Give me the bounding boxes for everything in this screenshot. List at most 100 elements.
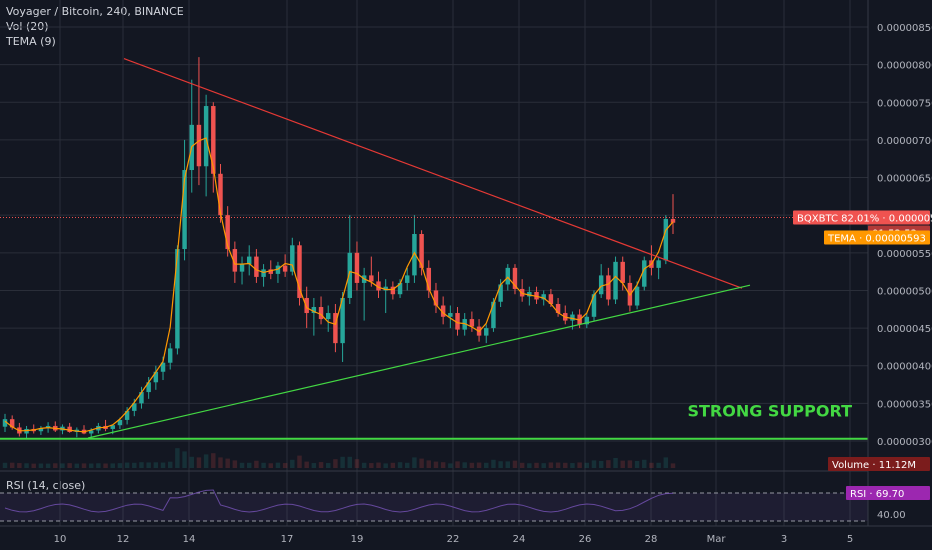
volume-bar bbox=[153, 462, 159, 468]
candle-body bbox=[412, 234, 417, 276]
volume-bar bbox=[74, 463, 80, 468]
candle-body bbox=[196, 124, 202, 167]
y-tick-label: 0.00000450 bbox=[877, 324, 932, 335]
volume-bar bbox=[390, 462, 396, 468]
candlesticks bbox=[2, 57, 676, 438]
volume-bar bbox=[397, 462, 403, 468]
volume-bar bbox=[512, 460, 518, 468]
volume-bar bbox=[455, 461, 460, 468]
candle-body bbox=[620, 261, 625, 283]
candle-body bbox=[376, 281, 381, 291]
volume-bar bbox=[369, 463, 374, 468]
volume-bar bbox=[246, 462, 252, 468]
volume-bar bbox=[254, 460, 259, 468]
volume-bar bbox=[24, 463, 29, 468]
volume-bar bbox=[239, 462, 245, 468]
volume-bar bbox=[620, 460, 625, 468]
candle-body bbox=[2, 419, 8, 427]
volume-bar bbox=[290, 459, 295, 468]
volume-bar bbox=[167, 461, 173, 468]
y-tick-label: 0.00000850 bbox=[877, 23, 932, 34]
candle-body bbox=[584, 316, 590, 325]
symbol-title[interactable]: Voyager / Bitcoin, 240, BINANCE bbox=[6, 5, 184, 18]
volume-bar bbox=[354, 459, 360, 468]
candle-body bbox=[634, 286, 640, 306]
candle-body bbox=[469, 319, 475, 327]
volume-bar bbox=[426, 460, 432, 468]
candle-body bbox=[110, 425, 115, 429]
candle-body bbox=[527, 291, 532, 297]
volume-bar bbox=[2, 462, 8, 468]
volume-bars bbox=[2, 448, 676, 468]
y-tick-label: 0.00000700 bbox=[877, 136, 932, 147]
volume-bar bbox=[275, 462, 281, 468]
candle-body bbox=[405, 275, 410, 283]
candle-body bbox=[390, 286, 396, 295]
volume-bar bbox=[584, 462, 590, 468]
volume-bar bbox=[232, 460, 238, 468]
volume-bar bbox=[203, 454, 209, 468]
strong-support-annotation: STRONG SUPPORT bbox=[687, 401, 852, 420]
volume-bar bbox=[649, 462, 654, 468]
volume-bar bbox=[484, 462, 489, 468]
x-tick-label: 3 bbox=[781, 534, 787, 545]
candle-body bbox=[448, 313, 453, 317]
tema-indicator-label[interactable]: TEMA (9) bbox=[6, 35, 56, 48]
volume-bar bbox=[613, 458, 618, 468]
volume-bar bbox=[598, 461, 604, 468]
rising-support-trendline bbox=[87, 284, 751, 439]
volume-bar bbox=[405, 462, 410, 468]
volume-bar bbox=[541, 463, 546, 468]
candle-body bbox=[88, 430, 94, 434]
volume-bar bbox=[175, 448, 180, 468]
rsi-pane bbox=[0, 489, 868, 522]
volume-bar bbox=[124, 462, 130, 468]
volume-bar bbox=[383, 463, 388, 468]
candle-body bbox=[246, 256, 252, 265]
volume-bar bbox=[182, 451, 187, 468]
price-tags: BQXBTC 82.01% · 0.0000059701:52:53TEMA ·… bbox=[793, 210, 932, 521]
volume-bar bbox=[325, 463, 331, 468]
volume-bar bbox=[606, 460, 611, 468]
volume-bar bbox=[498, 461, 503, 468]
volume-bar bbox=[160, 462, 166, 468]
volume-bar bbox=[469, 462, 475, 468]
volume-bar bbox=[670, 463, 676, 468]
volume-bar bbox=[347, 456, 353, 468]
chart-legend: Voyager / Bitcoin, 240, BINANCE Vol (20)… bbox=[6, 4, 184, 49]
candle-body bbox=[218, 173, 223, 216]
volume-bar bbox=[218, 457, 223, 468]
rsi-indicator-label[interactable]: RSI (14, close) bbox=[6, 479, 86, 492]
candle-body bbox=[419, 234, 424, 268]
candle-body bbox=[124, 410, 130, 420]
y-tick-label: 0.00000550 bbox=[877, 249, 932, 260]
volume-bar bbox=[534, 462, 539, 468]
volume-bar bbox=[53, 463, 58, 468]
volume-bar bbox=[196, 457, 202, 468]
volume-bar bbox=[103, 463, 108, 468]
y-tick-label: 0.00000650 bbox=[877, 174, 932, 185]
volume-bar bbox=[146, 462, 151, 468]
volume-bar bbox=[81, 463, 87, 468]
volume-bar bbox=[656, 462, 661, 468]
volume-bar bbox=[340, 456, 345, 468]
candle-body bbox=[67, 426, 72, 432]
volume-bar bbox=[376, 462, 381, 468]
tema-tag-box bbox=[824, 230, 930, 245]
candle-body bbox=[282, 265, 288, 272]
x-tick-label: 17 bbox=[281, 534, 294, 545]
candle-body bbox=[290, 245, 295, 272]
price-tag: BQXBTC 82.01% · 0.00000597 bbox=[797, 213, 932, 224]
candle-body bbox=[440, 305, 446, 317]
candle-body bbox=[491, 301, 496, 329]
y-tick-label: 0.00000750 bbox=[877, 98, 932, 109]
candle-body bbox=[203, 106, 209, 167]
volume-tag: Volume · 11.12M bbox=[832, 460, 916, 471]
volume-bar bbox=[88, 463, 94, 468]
volume-bar bbox=[627, 460, 633, 468]
grid-lines bbox=[0, 0, 868, 526]
candle-body bbox=[311, 307, 317, 314]
candle-body bbox=[340, 297, 345, 344]
candle-body bbox=[225, 215, 230, 250]
